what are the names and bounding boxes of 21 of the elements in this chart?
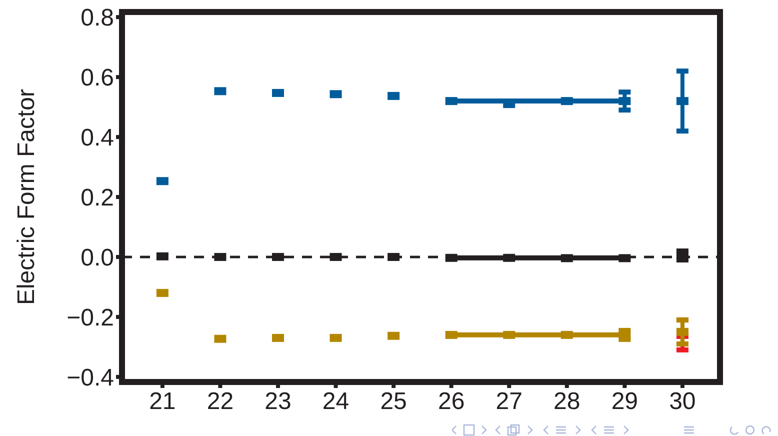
x-tick-label: 22 [206, 388, 234, 416]
y-tick-label: −0.2 [66, 304, 114, 332]
y-tick-label: 0.4 [80, 124, 114, 152]
point [272, 334, 284, 342]
x-tick-label: 28 [554, 388, 580, 416]
x-tick-label: 27 [496, 388, 522, 416]
x-tick-label: 23 [264, 388, 292, 416]
x-tick-label: 30 [669, 388, 696, 416]
point [272, 88, 284, 97]
y-axis-title: Electric Form Factor [13, 88, 40, 306]
x-tick-label: 25 [380, 388, 407, 416]
x-tick-label: 24 [322, 388, 350, 416]
x-tick-label: 26 [438, 388, 465, 416]
y-tick-label: 0.8 [80, 4, 114, 32]
x-tick-label: 21 [149, 388, 176, 416]
point [272, 252, 284, 261]
y-tick-label: 0.2 [80, 184, 114, 212]
x-tick-label: 29 [611, 388, 638, 416]
y-tick-label: −0.4 [66, 364, 114, 392]
y-tick-label: 0.6 [80, 64, 114, 92]
y-tick-label: 0.0 [80, 244, 114, 272]
